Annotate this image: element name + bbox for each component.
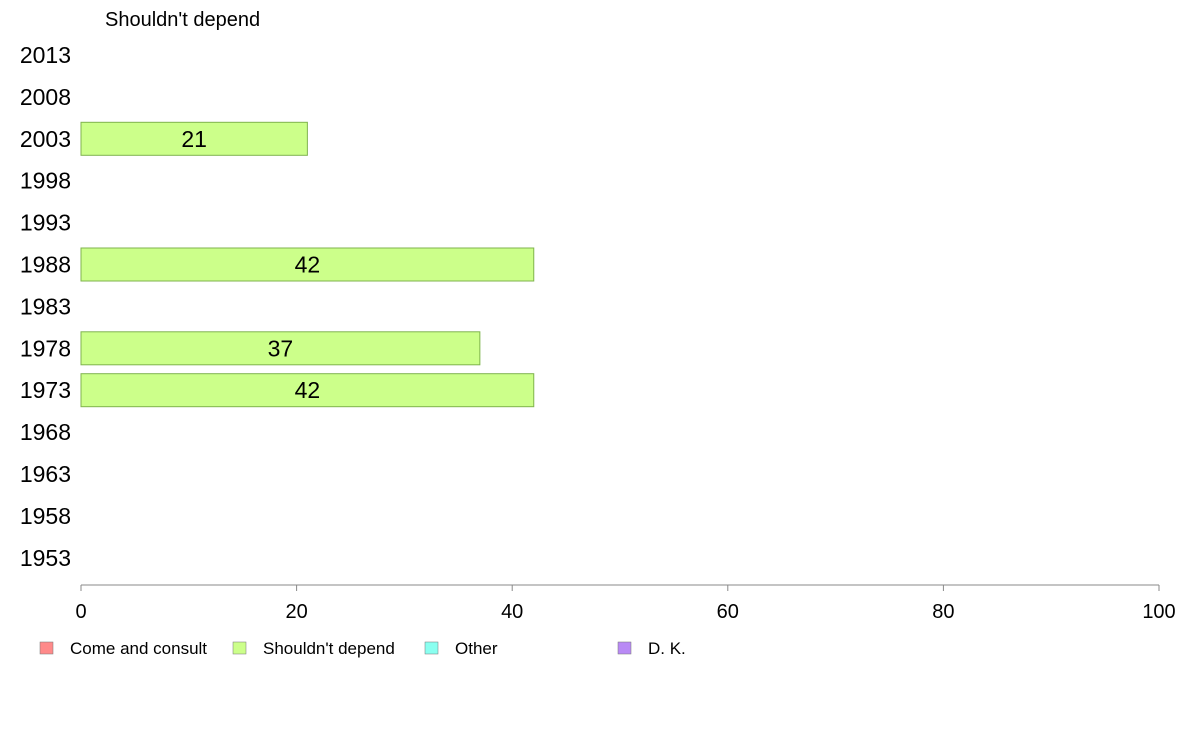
y-tick-label-1993: 1993	[20, 210, 71, 236]
y-tick-label-1988: 1988	[20, 252, 71, 278]
y-tick-label-2003: 2003	[20, 126, 71, 152]
x-axis: 0 20 40 60 80 100	[75, 584, 1176, 623]
legend-swatch-1	[232, 641, 247, 655]
y-tick-label-1978: 1978	[20, 335, 71, 361]
legend-swatch-3	[617, 641, 632, 655]
y-tick-label-2008: 2008	[20, 84, 71, 110]
x-tick-label-100: 100	[1142, 601, 1175, 623]
x-tick-label-60: 60	[717, 601, 739, 623]
y-tick-label-1998: 1998	[20, 168, 71, 194]
data-label-1973: 42	[295, 377, 321, 403]
bar-1973	[80, 373, 535, 408]
data-label-1988: 42	[295, 252, 321, 278]
legend-label-2: Other	[455, 639, 498, 658]
x-tick-label-80: 80	[932, 601, 954, 623]
data-label-1978: 37	[268, 335, 294, 361]
legend-label-1: Shouldn't depend	[263, 639, 395, 658]
legend-swatch-2	[424, 641, 439, 655]
y-axis-labels: 2013 2008 2003 1998 1993 1988 1983 1978 1973 1968…	[20, 42, 71, 571]
legend-swatch-0	[39, 641, 54, 655]
data-label-2003: 21	[181, 126, 207, 152]
y-tick-label-1953: 1953	[20, 545, 71, 571]
x-tick-label-20: 20	[285, 601, 307, 623]
legend-label-0: Come and consult	[70, 639, 207, 658]
panel-title: Shouldn't depend	[105, 9, 260, 31]
x-tick-label-0: 0	[75, 601, 86, 623]
bar-1988	[80, 247, 535, 282]
y-tick-label-2013: 2013	[20, 42, 71, 68]
y-tick-label-1983: 1983	[20, 293, 71, 319]
bar-2003	[80, 121, 308, 156]
bar-1978	[80, 331, 481, 366]
x-tick-label-40: 40	[501, 601, 523, 623]
y-tick-label-1968: 1968	[20, 419, 71, 445]
legend-label-3: D. K.	[648, 639, 686, 658]
legend: Come and consult Shouldn't depend Other D. …	[39, 639, 686, 658]
y-tick-label-1958: 1958	[20, 503, 71, 529]
y-tick-label-1963: 1963	[20, 461, 71, 487]
y-tick-label-1973: 1973	[20, 377, 71, 403]
